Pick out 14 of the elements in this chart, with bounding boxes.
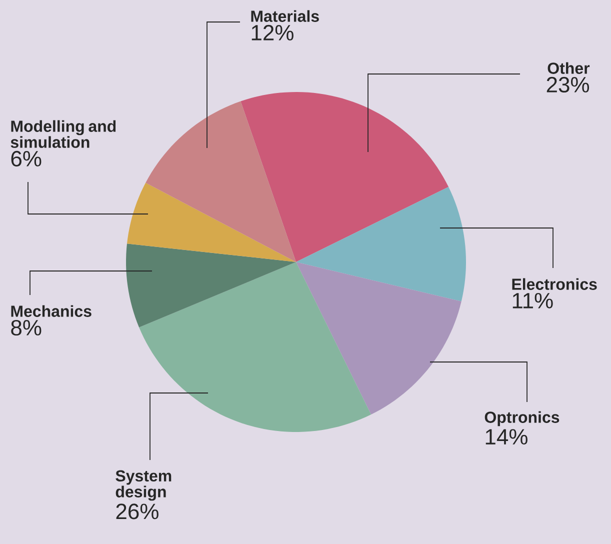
data-label: 23%: [546, 76, 590, 93]
slice-label: System design: [116, 470, 172, 501]
data-label: 11%: [512, 292, 553, 308]
slice-label: Other: [548, 62, 590, 74]
slice-label: Optronics: [484, 411, 560, 426]
data-label: 8%: [11, 320, 42, 336]
slice-label: Materials: [251, 10, 319, 22]
slice-label: Modelling and simulation: [10, 120, 116, 148]
slice-label: Electronics: [512, 278, 597, 290]
data-label: 26%: [116, 504, 158, 520]
data-label: 6%: [11, 150, 42, 167]
slice-label: Mechanics: [11, 305, 92, 317]
data-label: 12%: [252, 24, 294, 40]
data-label: 14%: [486, 429, 528, 445]
